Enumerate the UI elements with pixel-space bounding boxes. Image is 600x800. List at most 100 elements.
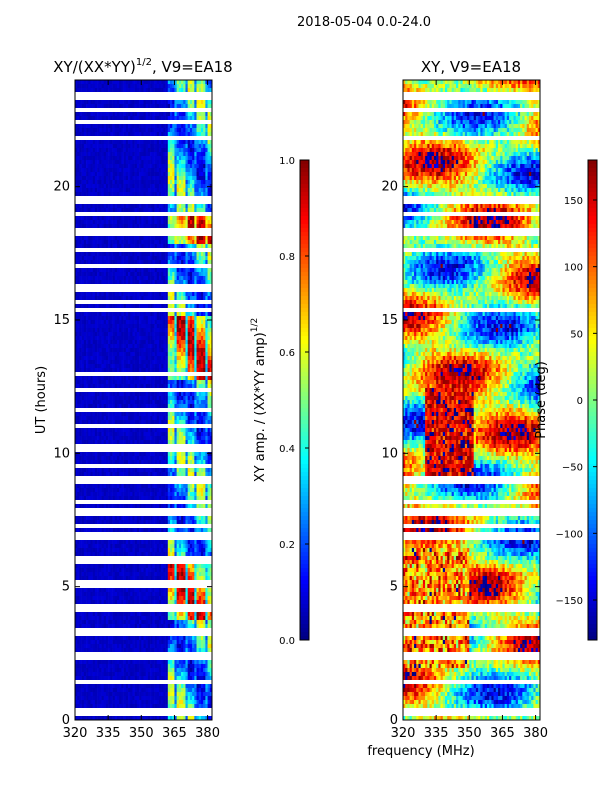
- heatmap-cell: [139, 364, 142, 369]
- heatmap-cell: [112, 200, 116, 205]
- heatmap-cell: [185, 232, 188, 237]
- heatmap-cell: [172, 304, 175, 309]
- heatmap-cell: [108, 160, 111, 165]
- heatmap-cell: [196, 328, 200, 333]
- heatmap-cell: [97, 172, 100, 177]
- heatmap-cell: [119, 324, 122, 329]
- heatmap-cell: [198, 312, 202, 317]
- heatmap-cell: [176, 156, 180, 161]
- heatmap-cell: [181, 248, 184, 253]
- heatmap-cell: [178, 288, 182, 293]
- heatmap-cell: [152, 216, 155, 221]
- heatmap-cell: [86, 164, 89, 169]
- heatmap-cell: [163, 128, 166, 133]
- heatmap-cell: [192, 304, 195, 309]
- heatmap-cell: [116, 140, 120, 145]
- heatmap-cell: [150, 284, 153, 289]
- heatmap-cell: [154, 120, 158, 125]
- heatmap-cell: [77, 244, 80, 249]
- heatmap-cell: [75, 348, 78, 353]
- heatmap-cell: [101, 188, 105, 193]
- heatmap-cell: [134, 224, 138, 229]
- heatmap-cell: [119, 260, 122, 265]
- heatmap-cell: [178, 372, 182, 377]
- heatmap-cell: [119, 356, 122, 361]
- heatmap-cell: [83, 356, 87, 361]
- heatmap-cell: [150, 96, 153, 101]
- heatmap-cell: [105, 328, 109, 333]
- heatmap-cell: [174, 352, 177, 357]
- heatmap-cell: [112, 136, 116, 141]
- heatmap-cell: [125, 296, 129, 301]
- heatmap-cell: [150, 100, 153, 105]
- heatmap-cell: [130, 320, 133, 325]
- heatmap-cell: [139, 328, 142, 333]
- heatmap-cell: [147, 120, 151, 125]
- heatmap-cell: [156, 92, 160, 97]
- heatmap-cell: [88, 128, 91, 133]
- heatmap-cell: [105, 272, 109, 277]
- heatmap-cell: [83, 136, 87, 141]
- heatmap-cell: [152, 224, 155, 229]
- heatmap-cell: [158, 92, 162, 97]
- heatmap-cell: [97, 220, 100, 225]
- heatmap-cell: [174, 88, 177, 93]
- heatmap-cell: [143, 268, 147, 273]
- heatmap-cell: [101, 208, 105, 213]
- heatmap-cell: [145, 308, 149, 313]
- heatmap-cell: [86, 112, 89, 117]
- heatmap-cell: [112, 124, 116, 129]
- heatmap-cell: [88, 316, 91, 321]
- heatmap-cell: [105, 320, 109, 325]
- heatmap-cell: [194, 228, 197, 233]
- heatmap-cell: [77, 364, 80, 369]
- heatmap-cell: [92, 216, 96, 221]
- heatmap-cell: [187, 292, 191, 297]
- heatmap-cell: [105, 128, 109, 133]
- heatmap-cell: [136, 220, 140, 225]
- heatmap-cell: [83, 276, 87, 281]
- heatmap-cell: [196, 260, 200, 265]
- heatmap-cell: [154, 144, 158, 149]
- heatmap-cell: [88, 312, 91, 317]
- heatmap-cell: [192, 348, 195, 353]
- heatmap-cell: [105, 244, 109, 249]
- heatmap-cell: [205, 196, 208, 201]
- heatmap-cell: [147, 128, 151, 133]
- heatmap-cell: [209, 284, 212, 289]
- heatmap-cell: [200, 84, 204, 89]
- heatmap-cell: [86, 232, 89, 237]
- heatmap-cell: [77, 356, 80, 361]
- heatmap-cell: [141, 80, 144, 85]
- heatmap-cell: [121, 216, 124, 221]
- heatmap-cell: [150, 228, 153, 233]
- heatmap-cell: [196, 244, 200, 249]
- heatmap-cell: [165, 392, 169, 397]
- heatmap-cell: [167, 176, 171, 181]
- heatmap-cell: [158, 136, 162, 141]
- heatmap-cell: [88, 124, 91, 129]
- heatmap-cell: [132, 252, 135, 257]
- heatmap-cell: [181, 244, 184, 249]
- heatmap-cell: [105, 288, 109, 293]
- heatmap-cell: [90, 168, 93, 173]
- heatmap-cell: [99, 120, 102, 125]
- heatmap-cell: [110, 100, 113, 105]
- heatmap-cell: [103, 240, 107, 245]
- heatmap-cell: [86, 100, 89, 105]
- heatmap-cell: [163, 112, 166, 117]
- heatmap-cell: [86, 380, 89, 385]
- heatmap-cell: [139, 368, 142, 373]
- heatmap-cell: [119, 192, 122, 197]
- heatmap-cell: [90, 280, 93, 285]
- heatmap-cell: [187, 208, 191, 213]
- heatmap-cell: [194, 124, 197, 129]
- heatmap-cell: [170, 228, 173, 233]
- heatmap-cell: [194, 376, 197, 381]
- heatmap-cell: [121, 328, 124, 333]
- heatmap-cell: [209, 88, 212, 93]
- heatmap-cell: [110, 320, 113, 325]
- heatmap-cell: [128, 352, 131, 357]
- heatmap-cell: [134, 308, 138, 313]
- heatmap-cell: [150, 320, 153, 325]
